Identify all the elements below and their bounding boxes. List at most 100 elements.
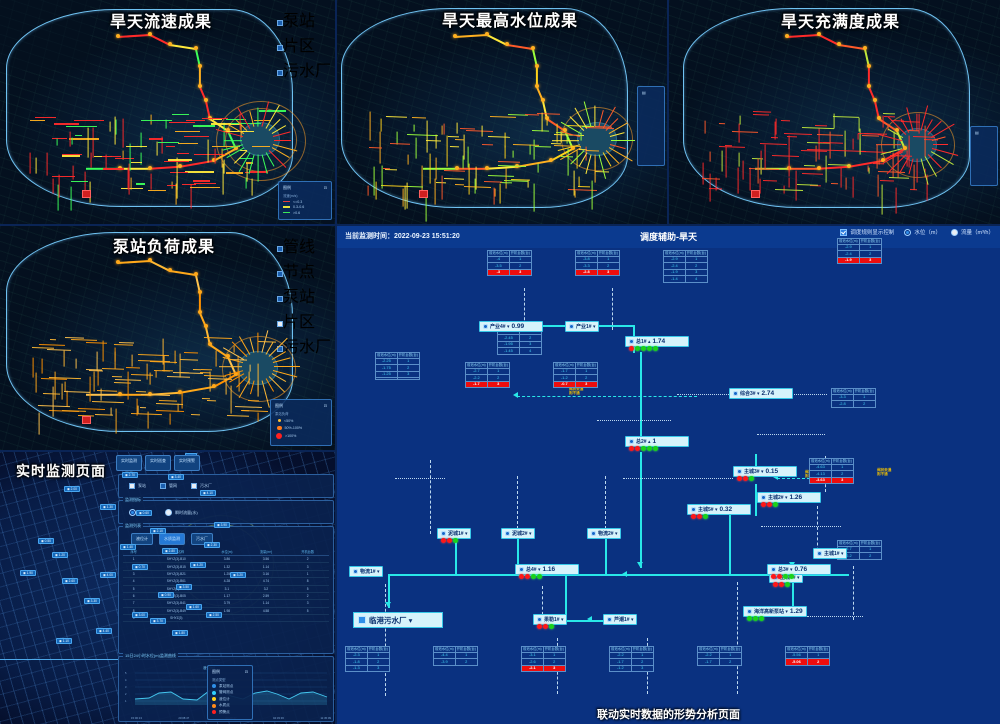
map-value-pin[interactable]: ◉ 4.40 xyxy=(96,628,112,634)
pump-station-marker[interactable] xyxy=(531,46,535,50)
checkbox-icon[interactable] xyxy=(276,246,283,252)
node-zonghe3[interactable]: 综合3# ▾ 2.74 xyxy=(729,388,793,399)
checkbox-icon[interactable] xyxy=(276,271,283,277)
node-zhucheng1[interactable]: 主城1# ▾ xyxy=(813,548,848,559)
pump-station-marker[interactable] xyxy=(817,166,821,170)
table-row[interactable]: 8 SHYZ(3)-B49 1.98 4.58 5 xyxy=(123,607,329,616)
node-wuliu2[interactable]: 物流2# ▾ xyxy=(587,528,622,539)
pump-station-marker[interactable] xyxy=(485,32,489,36)
checkbox-icon[interactable] xyxy=(276,321,283,327)
map-value-pin[interactable]: ◉ 3.00 xyxy=(132,612,148,618)
legend-row[interactable]: 泵站 xyxy=(276,7,331,31)
map-value-pin[interactable]: ◉ 3.20 xyxy=(230,572,246,578)
legend-row[interactable]: 片区 xyxy=(276,308,331,332)
map-value-pin[interactable]: ◉ 1.10 xyxy=(56,638,72,644)
checkbox-icon[interactable] xyxy=(276,70,283,76)
table-row[interactable]: 9 SHYZ(3) xyxy=(123,614,329,623)
map-value-pin[interactable]: ◉ 1.60 xyxy=(186,604,202,610)
node-zhucheng2[interactable]: 主城2# ▾ 1.26 xyxy=(757,492,821,503)
table-row[interactable]: 7 SHYZ(3)-B41 3.79 1.14 3 xyxy=(123,599,329,608)
node-chanye1[interactable]: 产业1# ▾ xyxy=(565,321,600,332)
map-value-pin[interactable]: ◉ 2.00 xyxy=(64,486,80,492)
pump-station-marker[interactable] xyxy=(545,116,549,120)
legend-row[interactable]: 污水厂 xyxy=(276,57,331,81)
pump-station-marker[interactable] xyxy=(226,128,230,132)
wastewater-plant-marker[interactable] xyxy=(751,190,760,198)
checkbox-icon[interactable] xyxy=(191,483,197,489)
pump-station-marker[interactable] xyxy=(168,42,172,46)
wastewater-plant-marker[interactable] xyxy=(82,416,91,424)
pump-station-marker[interactable] xyxy=(148,258,152,262)
map-value-pin[interactable]: ◉ 3.30 xyxy=(84,598,100,604)
pump-station-marker[interactable] xyxy=(541,98,545,102)
collapse-icon[interactable]: ⊡ xyxy=(323,185,327,190)
map-value-pin[interactable]: ◉ 1.40 xyxy=(120,544,136,550)
node-zhucheng3[interactable]: 主城3# ▾ 0.15 xyxy=(733,466,797,477)
legend-row[interactable]: 片区 xyxy=(276,32,331,56)
node-zhucheng5[interactable]: 主城5# ▾ 0.32 xyxy=(687,504,751,515)
checkbox-icon[interactable] xyxy=(160,483,166,489)
pump-station-marker[interactable] xyxy=(208,342,212,346)
pump-station-marker[interactable] xyxy=(204,324,208,328)
radio-icon[interactable] xyxy=(904,228,912,236)
map-value-pin[interactable]: ◉ 1.30 xyxy=(100,504,116,510)
pump-station-marker[interactable] xyxy=(881,158,885,162)
tab-realtime-alert[interactable]: 实时预警 xyxy=(174,455,200,471)
pump-station-marker[interactable] xyxy=(867,84,871,88)
map-value-pin[interactable]: ◉ 4.20 xyxy=(190,562,206,568)
map-value-pin[interactable]: ◉ 1.20 xyxy=(52,552,68,558)
checkbox-icon[interactable] xyxy=(276,45,283,51)
pump-station-marker[interactable] xyxy=(178,164,182,168)
map-value-pin[interactable]: ◉ 3.90 xyxy=(214,522,230,528)
legend-row[interactable]: 污水厂 xyxy=(276,333,331,357)
pump-station-marker[interactable] xyxy=(116,34,120,38)
pump-station-marker[interactable] xyxy=(549,158,553,162)
pump-station-marker[interactable] xyxy=(867,64,871,68)
table-row[interactable]: 6 SHYZ(3)-B05 1.17 2.59 2 xyxy=(123,592,329,601)
pump-station-marker[interactable] xyxy=(785,34,789,38)
map-value-pin[interactable]: ◉ 0.50 xyxy=(38,538,54,544)
map-value-pin[interactable]: ◉ 2.70 xyxy=(122,472,138,478)
node-wastewater-plant[interactable]: 临港污水厂 ▾ xyxy=(353,612,443,628)
pump-station-marker[interactable] xyxy=(877,116,881,120)
map-value-pin[interactable]: ◉ 2.30 xyxy=(204,542,220,548)
node-zong3[interactable]: 总3# ▾ 0.76 xyxy=(767,564,831,575)
tab-realtime-inspect[interactable]: 实时巡查 xyxy=(145,455,171,471)
control-flow[interactable]: 流量（m³/h） xyxy=(950,228,994,236)
monitor-table-wrap[interactable]: 序号 监测点名称 水位(m) 流量(m³) 开机台数 1SHYZ(3)-B103… xyxy=(119,545,333,623)
radio-icon[interactable] xyxy=(165,509,172,516)
pump-station-marker[interactable] xyxy=(535,64,539,68)
pump-station-marker[interactable] xyxy=(198,290,202,294)
legend-row[interactable]: 节点 xyxy=(276,258,331,282)
map-value-pin[interactable]: ◉ 0.60 xyxy=(136,510,152,516)
pump-station-marker[interactable] xyxy=(563,128,567,132)
checkbox-icon[interactable] xyxy=(276,20,283,26)
pump-station-marker[interactable] xyxy=(148,166,152,170)
wastewater-plant-marker[interactable] xyxy=(82,190,91,198)
pump-station-marker[interactable] xyxy=(226,354,230,358)
pump-station-marker[interactable] xyxy=(212,158,216,162)
node-zong4[interactable]: 总4# ▾ 1.16 xyxy=(515,564,579,575)
map-value-pin[interactable]: ◉ 0.70 xyxy=(132,564,148,570)
map-value-pin[interactable]: ◉ 2.60 xyxy=(62,578,78,584)
map-value-pin[interactable]: ◉ 4.10 xyxy=(200,490,216,496)
wastewater-plant-marker[interactable] xyxy=(419,190,428,198)
pump-station-marker[interactable] xyxy=(234,146,238,150)
pump-station-marker[interactable] xyxy=(817,32,821,36)
indicator-option-flow[interactable]: 瞬时流量(水) xyxy=(165,509,198,516)
table-row[interactable]: 5SHYZ(3)-B343.13.25 xyxy=(123,585,329,593)
pump-station-marker[interactable] xyxy=(863,46,867,50)
pump-station-marker[interactable] xyxy=(168,268,172,272)
pump-station-marker[interactable] xyxy=(198,84,202,88)
pump-station-marker[interactable] xyxy=(847,164,851,168)
tab-realtime-monitor[interactable]: 实时监测 xyxy=(116,455,142,471)
collapse-icon[interactable]: ⊡ xyxy=(323,403,327,408)
layer-option-plant[interactable]: 污水厂 xyxy=(191,483,212,489)
map-value-pin[interactable]: ◉ 3.70 xyxy=(150,618,166,624)
control-rule-display[interactable]: 调度规则显示控制 xyxy=(840,228,894,236)
pump-station-marker[interactable] xyxy=(212,384,216,388)
pump-station-marker[interactable] xyxy=(148,32,152,36)
node-luchao1[interactable]: 芦潮1# ▾ xyxy=(603,614,638,625)
table-row[interactable]: 3 SHYZ(3)-B21 1.25 3.16 1 xyxy=(123,570,329,579)
checkbox-icon[interactable] xyxy=(276,296,283,302)
